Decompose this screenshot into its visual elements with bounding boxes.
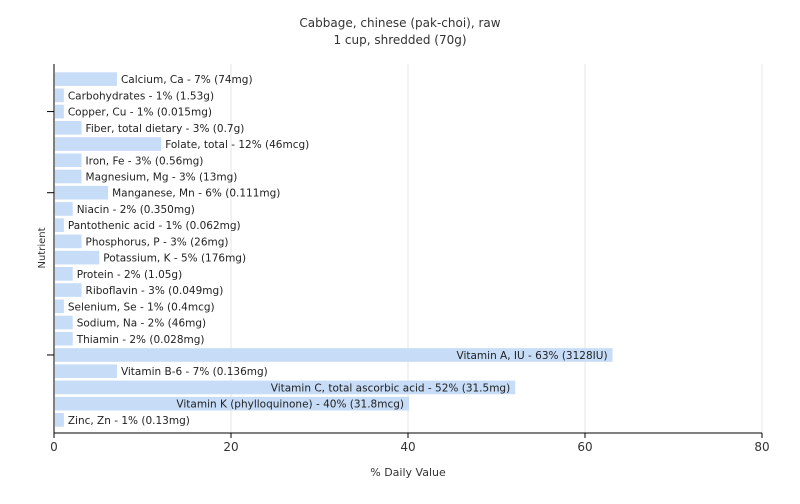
data-label: Protein - 2% (1.05g) (77, 269, 183, 281)
bar (55, 267, 73, 281)
bar (55, 380, 516, 395)
bar (55, 104, 64, 119)
data-label: Selenium, Se - 1% (0.4mcg) (68, 301, 215, 313)
bar (55, 137, 162, 151)
chart-title: Cabbage, chinese (pak-choi), raw (299, 16, 500, 30)
data-label: Manganese, Mn - 6% (0.111mg) (112, 188, 280, 200)
data-label: Potassium, K - 5% (176mg) (103, 253, 246, 265)
bar (55, 315, 73, 330)
data-label: Carbohydrates - 1% (1.53g) (68, 90, 214, 102)
bar (55, 250, 100, 265)
x-axis-label: % Daily Value (370, 466, 446, 479)
bar (55, 299, 64, 314)
bar (55, 185, 109, 200)
data-label: Copper, Cu - 1% (0.015mg) (68, 107, 212, 119)
bar (55, 169, 82, 184)
bar (55, 153, 82, 168)
bar-series: Calcium, Ca - 7% (74mg) Carbohydrates - 1… (55, 72, 613, 427)
data-label: Calcium, Ca - 7% (74mg) (121, 74, 253, 86)
data-label: Iron, Fe - 3% (0.56mg) (86, 155, 204, 167)
bar (55, 218, 64, 232)
x-tick-label: 80 (754, 440, 769, 454)
data-label: Riboflavin - 3% (0.049mg) (86, 285, 224, 297)
x-tick-label: 20 (223, 440, 238, 454)
x-tick-label: 40 (400, 440, 415, 454)
bar (55, 364, 117, 379)
data-label: Fiber, total dietary - 3% (0.7g) (86, 123, 245, 135)
data-label: Vitamin B-6 - 7% (0.136mg) (121, 366, 268, 378)
bar (55, 396, 409, 411)
data-label: Zinc, Zn - 1% (0.13mg) (68, 415, 190, 427)
chart-subtitle: 1 cup, shredded (70g) (333, 33, 466, 47)
data-label: Niacin - 2% (0.350mg) (77, 204, 195, 216)
bar (55, 413, 64, 427)
bar (55, 120, 82, 135)
axes (47, 64, 763, 438)
data-label: Folate, total - 12% (46mcg) (165, 139, 309, 151)
y-axis-label: Nutrient (37, 227, 48, 268)
bar (55, 72, 117, 86)
data-label: Sodium, Na - 2% (46mg) (77, 318, 206, 330)
bar (55, 348, 613, 362)
data-label: Magnesium, Mg - 3% (13mg) (86, 171, 238, 183)
data-label: Vitamin C, total ascorbic acid - 52% (31… (271, 382, 510, 394)
bar (55, 234, 82, 249)
bar (55, 283, 82, 297)
bar (55, 88, 64, 103)
data-label: Vitamin A, IU - 63% (3128IU) (457, 350, 608, 362)
bar (55, 202, 73, 216)
data-label: Phosphorus, P - 3% (26mg) (86, 236, 229, 248)
data-label: Pantothenic acid - 1% (0.062mg) (68, 220, 241, 232)
bar (55, 331, 73, 346)
x-tick-label: 60 (577, 440, 592, 454)
gridlines (230, 64, 763, 433)
data-label: Thiamin - 2% (0.028mg) (76, 334, 205, 346)
data-label: Vitamin K (phylloquinone) - 40% (31.8mcg… (176, 399, 404, 411)
x-tick-labels: 0 20 40 60 80 (50, 440, 769, 454)
x-tick-label: 0 (50, 440, 58, 454)
